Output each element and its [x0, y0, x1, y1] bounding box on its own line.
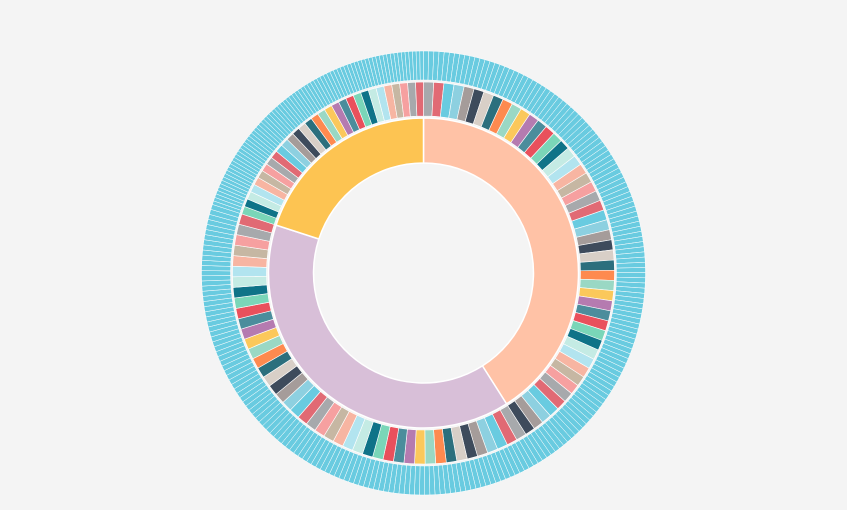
- inner-slice-1[interactable]: [422, 117, 580, 405]
- outer-segment[interactable]: [419, 50, 424, 81]
- outer-segment[interactable]: [201, 275, 231, 282]
- middle-segment[interactable]: [232, 265, 267, 278]
- outer-segment[interactable]: [424, 465, 431, 496]
- inner-slice-3[interactable]: [275, 117, 425, 240]
- outer-segment[interactable]: [201, 270, 231, 277]
- middle-segment[interactable]: [424, 429, 437, 465]
- outer-ring: [201, 50, 646, 496]
- outer-segment[interactable]: [419, 465, 425, 496]
- inner-slice-2[interactable]: [267, 224, 508, 429]
- middle-segment[interactable]: [580, 269, 615, 281]
- outer-segment[interactable]: [616, 267, 646, 273]
- middle-segment[interactable]: [415, 81, 424, 117]
- middle-ring: [232, 81, 615, 465]
- inner-ring: [267, 117, 580, 429]
